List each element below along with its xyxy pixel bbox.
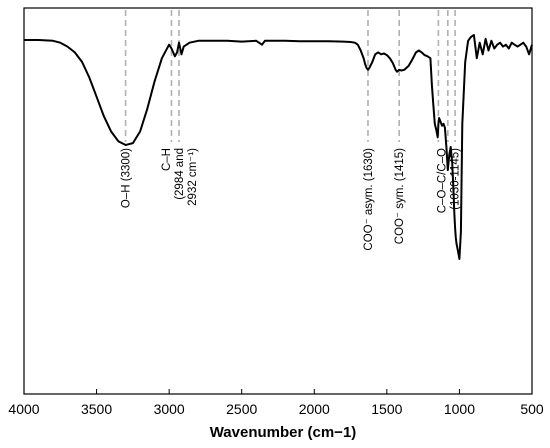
x-tick-label-2000: 2000 xyxy=(299,401,330,417)
annotation-line-2932-0: C–H xyxy=(161,148,173,171)
annotation-line-2932-2: 2932 cm⁻¹) xyxy=(187,148,199,206)
x-tick-label-3500: 3500 xyxy=(81,401,112,417)
x-tick-label-1000: 1000 xyxy=(444,401,475,417)
axes-layer: 4000 3500 3000 2500 2000 1500 1000 500 xyxy=(8,7,544,417)
annotation-line-1080-0: C–O–C/C–O xyxy=(436,148,448,213)
x-tick-label-500: 500 xyxy=(520,401,544,417)
series-line-0 xyxy=(24,34,533,260)
annotation-label-2932: C–H (2984 and 2932 cm⁻¹) xyxy=(161,148,199,206)
x-tick-label-1500: 1500 xyxy=(371,401,402,417)
x-tick-label-2500: 2500 xyxy=(226,401,257,417)
annotation-line-2932-1: (2984 and xyxy=(174,148,186,200)
plot-frame xyxy=(23,7,533,395)
annotation-line-1415-0: COO⁻ sym. (1415) xyxy=(394,148,406,244)
annotation-line-1630-0: COO⁻ asym. (1630) xyxy=(363,148,375,251)
x-tick-label-3000: 3000 xyxy=(154,401,185,417)
annotation-label-1415: COO⁻ sym. (1415) xyxy=(394,148,406,244)
annotation-label-1630: COO⁻ asym. (1630) xyxy=(363,148,375,251)
annotation-layer: O–H (3300) C–H (2984 and 2932 cm⁻¹) COO⁻ asy… xyxy=(121,10,461,251)
annotation-label-3300: O–H (3300) xyxy=(121,148,133,208)
x-axis-title: Wavenumber (cm−1) xyxy=(210,424,357,441)
series-layer xyxy=(24,34,533,260)
annotation-line-3300-0: O–H (3300) xyxy=(121,148,133,208)
x-tick-label-4000: 4000 xyxy=(8,401,39,417)
